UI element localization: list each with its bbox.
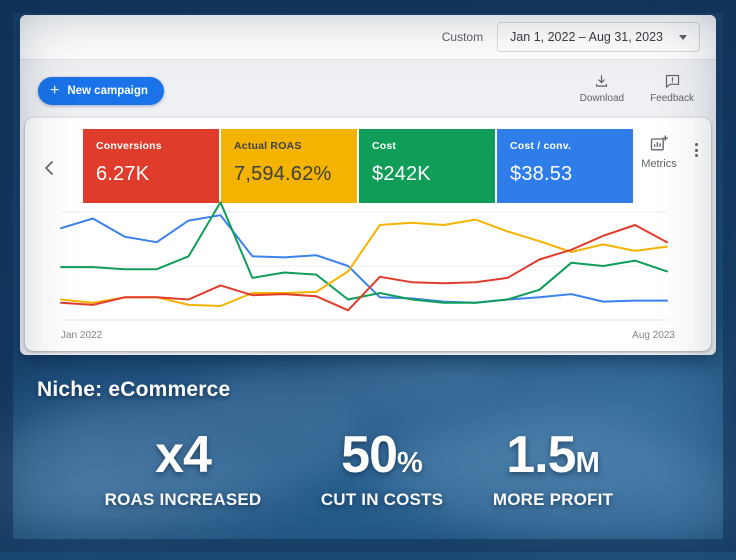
panel-actions: Download Feedback: [580, 73, 694, 104]
performance-chart-card: Conversions 6.27K Actual ROAS 7,594.62% …: [25, 118, 711, 351]
scorecard-value: $38.53: [510, 163, 573, 185]
chevron-left-icon: [44, 160, 54, 176]
scorecard-3[interactable]: Cost / conv. $38.53: [497, 129, 633, 203]
stat-value: 50%: [341, 426, 423, 484]
scorecard-2[interactable]: Cost $242K: [359, 129, 495, 203]
campaign-toolbar-area: + New campaign Download Feedback: [20, 61, 716, 355]
x-axis: Jan 2022 Aug 2023: [61, 330, 675, 341]
kebab-icon: [694, 143, 698, 146]
download-label: Download: [579, 93, 625, 104]
custom-range-label: Custom: [441, 30, 484, 44]
scorecard-value: 7,594.62%: [234, 163, 332, 185]
chevron-down-icon: [679, 34, 687, 40]
new-campaign-button[interactable]: + New campaign: [38, 77, 164, 105]
scroll-metrics-left-button[interactable]: [37, 156, 61, 180]
scorecard-value: 6.27K: [96, 163, 150, 185]
x-axis-start-label: Jan 2022: [61, 330, 103, 341]
time-series-chart: [60, 201, 668, 326]
stat-label: ROAS INCREASED: [104, 490, 262, 509]
metrics-label: Metrics: [641, 158, 677, 170]
metric-scorecards: Conversions 6.27K Actual ROAS 7,594.62% …: [83, 129, 633, 203]
scorecard-label: Cost: [372, 140, 397, 152]
stat-costs: 50% CUT IN COSTS: [297, 426, 467, 510]
more-options-button[interactable]: [687, 138, 705, 162]
stat-value: 1.5M: [506, 426, 600, 484]
feedback-button[interactable]: Feedback: [650, 73, 694, 104]
date-range-value: Jan 1, 2022 – Aug 31, 2023: [510, 30, 663, 44]
ads-dashboard-panel: Custom Jan 1, 2022 – Aug 31, 2023 + New …: [20, 15, 716, 355]
stat-roas: x4 ROAS INCREASED: [98, 426, 268, 510]
stat-profit: 1.5M MORE PROFIT: [468, 426, 638, 510]
metrics-button[interactable]: Metrics: [635, 134, 683, 170]
scorecard-label: Cost / conv.: [510, 140, 572, 152]
background-light-blur: [198, 344, 502, 426]
download-icon: [596, 75, 608, 87]
plus-icon: +: [50, 82, 60, 99]
download-button[interactable]: Download: [580, 73, 624, 104]
scorecard-label: Actual ROAS: [234, 140, 302, 152]
new-campaign-label: New campaign: [67, 85, 148, 97]
feedback-icon: [665, 74, 679, 88]
scorecard-label: Conversions: [96, 140, 162, 152]
feedback-label: Feedback: [650, 93, 694, 104]
stat-label: CUT IN COSTS: [320, 490, 444, 509]
stat-value: x4: [155, 426, 212, 484]
scorecard-value: $242K: [372, 163, 431, 185]
date-toolbar: Custom Jan 1, 2022 – Aug 31, 2023: [20, 15, 716, 60]
date-range-select[interactable]: Jan 1, 2022 – Aug 31, 2023: [497, 22, 700, 52]
stat-label: MORE PROFIT: [492, 490, 614, 509]
x-axis-end-label: Aug 2023: [632, 330, 675, 341]
scorecard-0[interactable]: Conversions 6.27K: [83, 129, 219, 203]
metrics-icon: [650, 135, 668, 151]
niche-heading: Niche: eCommerce: [37, 378, 231, 401]
chart-canvas: [60, 201, 668, 321]
scorecard-1[interactable]: Actual ROAS 7,594.62%: [221, 129, 357, 203]
